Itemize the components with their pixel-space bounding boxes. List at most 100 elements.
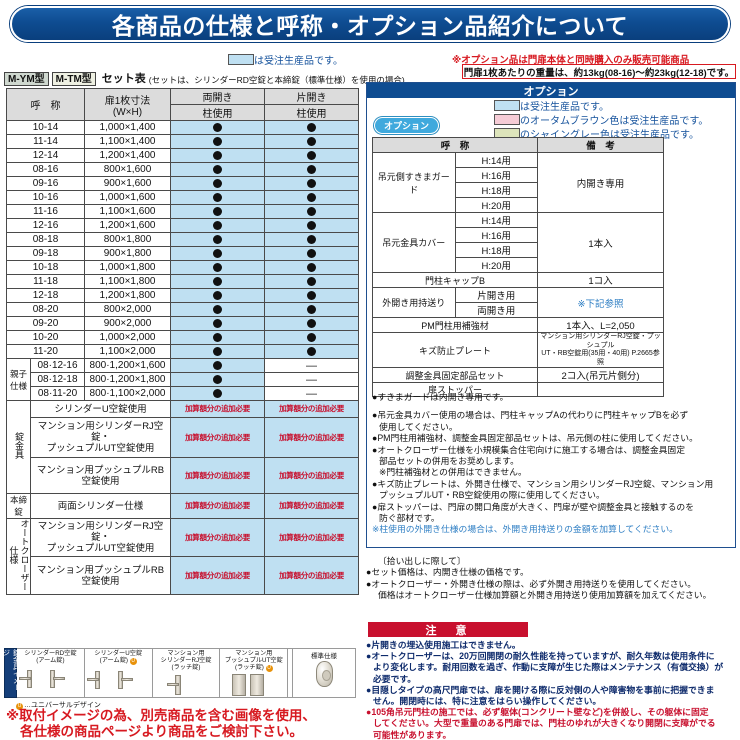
lock-row-1: マンション用シリンダーRJ空錠・ プッシュプルUT空錠使用	[30, 417, 171, 458]
row-single-11	[264, 274, 359, 289]
availability-dot-icon	[213, 136, 222, 146]
opt-remark-4: 1本入、L=2,050	[537, 317, 664, 333]
option-note-11: ※柱使用の外開き仕様の場合は、外開き用持送りの金額を加算してください。	[372, 524, 678, 535]
option-note-9: ●扉ストッパーは、門扉の開口角度が大きく、門扉が壁や調整金具と接触するのを	[372, 501, 695, 512]
option-note-4: ●オートクローザー仕様を小規模集合住宅向けに施工する場合は、調整金具固定	[372, 444, 686, 455]
row-name-0: 10-14	[6, 120, 85, 135]
autocloser-row-1: マンション用プッシュプルRB 空錠使用	[30, 556, 171, 595]
table-row: 12-16 1,200×1,600	[6, 218, 359, 233]
thumb-pushpull-ut[interactable]: マンション用 プッシュプルUT空錠 (ラッチ錠) U	[220, 648, 289, 698]
row-double-13	[170, 302, 265, 317]
thumb-cylinder-u[interactable]: シリンダーU空錠 (アーム錠) U	[84, 648, 153, 698]
opt-size-1-0: H:14用	[454, 212, 538, 228]
table-row: 調整金具固定部品セット 2コ入(吊元片側分)	[372, 367, 664, 383]
option-warning-text: ※オプション品は門扉本体と同時購入のみ販売可能商品	[452, 55, 690, 66]
row-double-4	[170, 176, 265, 191]
option-note-0: ●すきまガードは内開き専用です。	[372, 392, 509, 402]
row-double-9	[170, 246, 265, 261]
lock-strip-tag-label: 錠金具イメージ	[2, 649, 20, 691]
row-dim-10: 1,000×1,800	[84, 260, 171, 275]
opt-size-1-1: H:16用	[454, 227, 538, 243]
table-row: 12-18 1,200×1,800	[6, 288, 359, 303]
universal-design-note: U …ユニバーサルデザイン	[16, 700, 101, 710]
row-dim-4: 900×1,600	[84, 176, 171, 191]
opt-name-5: キズ防止プレート	[372, 332, 538, 368]
row-name-11: 11-18	[6, 274, 85, 289]
table-row: 08-16 800×1,600	[6, 162, 359, 177]
table-row: PM門柱用補強材 1本入、L=2,050	[372, 317, 664, 333]
option-note-5: 部品セットの併用をお奨めします。	[379, 456, 519, 467]
availability-dot-icon	[307, 346, 316, 356]
universal-design-note-text: …ユニバーサルデザイン	[24, 702, 101, 709]
option-legend-text-0: は受注生産品です。	[520, 102, 609, 113]
opt-name-4: PM門柱用補強材	[372, 317, 538, 333]
pink-swatch-icon	[494, 114, 520, 125]
table-row: 12-14 1,200×1,400	[6, 148, 359, 163]
row-dim-5: 1,000×1,600	[84, 190, 171, 205]
blue-swatch-icon	[228, 54, 254, 65]
opt-size-3-0: 片開き用	[454, 287, 538, 303]
set-table-title: セット表	[101, 73, 146, 85]
availability-dot-icon	[307, 276, 316, 286]
availability-dot-icon	[307, 178, 316, 188]
row-dim-1: 1,100×1,400	[84, 134, 171, 149]
table-row: 08·12-18 800·1,200×1,800 —	[7, 372, 359, 387]
opt-size-3-1: 両開き用	[454, 302, 538, 318]
availability-dot-icon	[213, 248, 222, 258]
option-legend-row-1: のオータムブラウン色は受注生産品です。	[494, 114, 708, 128]
availability-dot-icon	[307, 136, 316, 146]
option-table-header-name: 呼 称	[372, 137, 538, 153]
table-row: キズ防止プレート マンション用シリンダーRJ空錠・プッシュプル UT・RB空錠用(3…	[372, 332, 664, 368]
option-panel-header-label: オプション	[523, 85, 579, 98]
row-name-4: 09-16	[6, 176, 85, 191]
opt-size-1-2: H:18用	[454, 242, 538, 258]
caution-note-2: より変化します。耐用回数を過ぎ、作動に支障が生じた際はメンテナンス（有償交換）が	[373, 662, 724, 673]
table-row: 10-20 1,000×2,000	[6, 330, 359, 345]
row-single-1	[264, 134, 359, 149]
row-name-3: 08-16	[6, 162, 85, 177]
thumb-cylinder-rd[interactable]: シリンダーRD空錠 (アーム錠)	[17, 648, 85, 698]
row-dim-9: 900×1,800	[84, 246, 171, 261]
availability-dot-icon	[213, 374, 222, 384]
row-double-10	[170, 260, 265, 275]
table-row: 11-18 1,100×1,800	[6, 274, 359, 289]
table-row: マンション用プッシュプルRB 空錠使用 加算額分の追加必要 加算額分の追加必要	[7, 556, 359, 595]
caution-note-1: ●オートクローザーは、20万回開閉の耐久性能を持っていますが、耐久年数は使用条件…	[366, 651, 715, 662]
availability-dot-icon	[213, 234, 222, 244]
row-single-4	[264, 176, 359, 191]
table-row: 吊元側すきまガード H:14用 内開き専用	[372, 152, 664, 213]
row-single-10	[264, 260, 359, 275]
standard-lock-caption: 標準仕様	[311, 653, 337, 660]
option-legend-text-2: のシャイングレー色は受注生産品です。	[520, 130, 699, 141]
availability-dot-icon	[213, 192, 222, 202]
availability-dot-icon	[307, 318, 316, 328]
availability-dot-icon	[213, 304, 222, 314]
oyako-label: 親子 仕様	[6, 358, 31, 401]
availability-dot-icon	[307, 290, 316, 300]
row-name-14: 09-20	[6, 316, 85, 331]
row-name-7: 12-16	[6, 218, 85, 233]
universal-design-badge-icon: U	[16, 703, 23, 710]
table-row: 11-14 1,100×1,400	[6, 134, 359, 149]
oyako-single-0: —	[264, 358, 359, 373]
opt-size-0-1: H:16用	[454, 167, 538, 183]
oyako-dim-2: 800·1,100×2,000	[84, 386, 171, 401]
row-double-6	[170, 204, 265, 219]
thumb-cylinder-rj[interactable]: マンション用 シリンダーRJ空錠 (ラッチ錠)	[152, 648, 221, 698]
availability-dot-icon	[213, 276, 222, 286]
table-row: マンション用プッシュプルRB 空錠使用 加算額分の追加必要 加算額分の追加必要	[7, 457, 359, 494]
row-double-1	[170, 134, 265, 149]
opt-size-1-3: H:20用	[454, 257, 538, 273]
row-name-12: 12-18	[6, 288, 85, 303]
availability-dot-icon	[307, 150, 316, 160]
table-row: 08-20 800×2,000	[6, 302, 359, 317]
oyako-double-1	[170, 372, 265, 387]
availability-dot-icon	[213, 150, 222, 160]
availability-dot-icon	[213, 388, 222, 398]
opt-size-0-0: H:14用	[454, 152, 538, 168]
caution-note-7: してください。大型で重量のある門扉では、門柱のゆれが大きくなり開閉に支障がでる	[373, 718, 716, 729]
row-name-8: 08-18	[6, 232, 85, 247]
option-note-8: プッシュプルUT・RB空錠使用の際に使用してください。	[379, 490, 605, 501]
weight-note-box: 門扉1枚あたりの重量は、約13kg(08-16)〜約23kg(12-18)です。	[462, 64, 736, 79]
availability-dot-icon	[213, 262, 222, 272]
